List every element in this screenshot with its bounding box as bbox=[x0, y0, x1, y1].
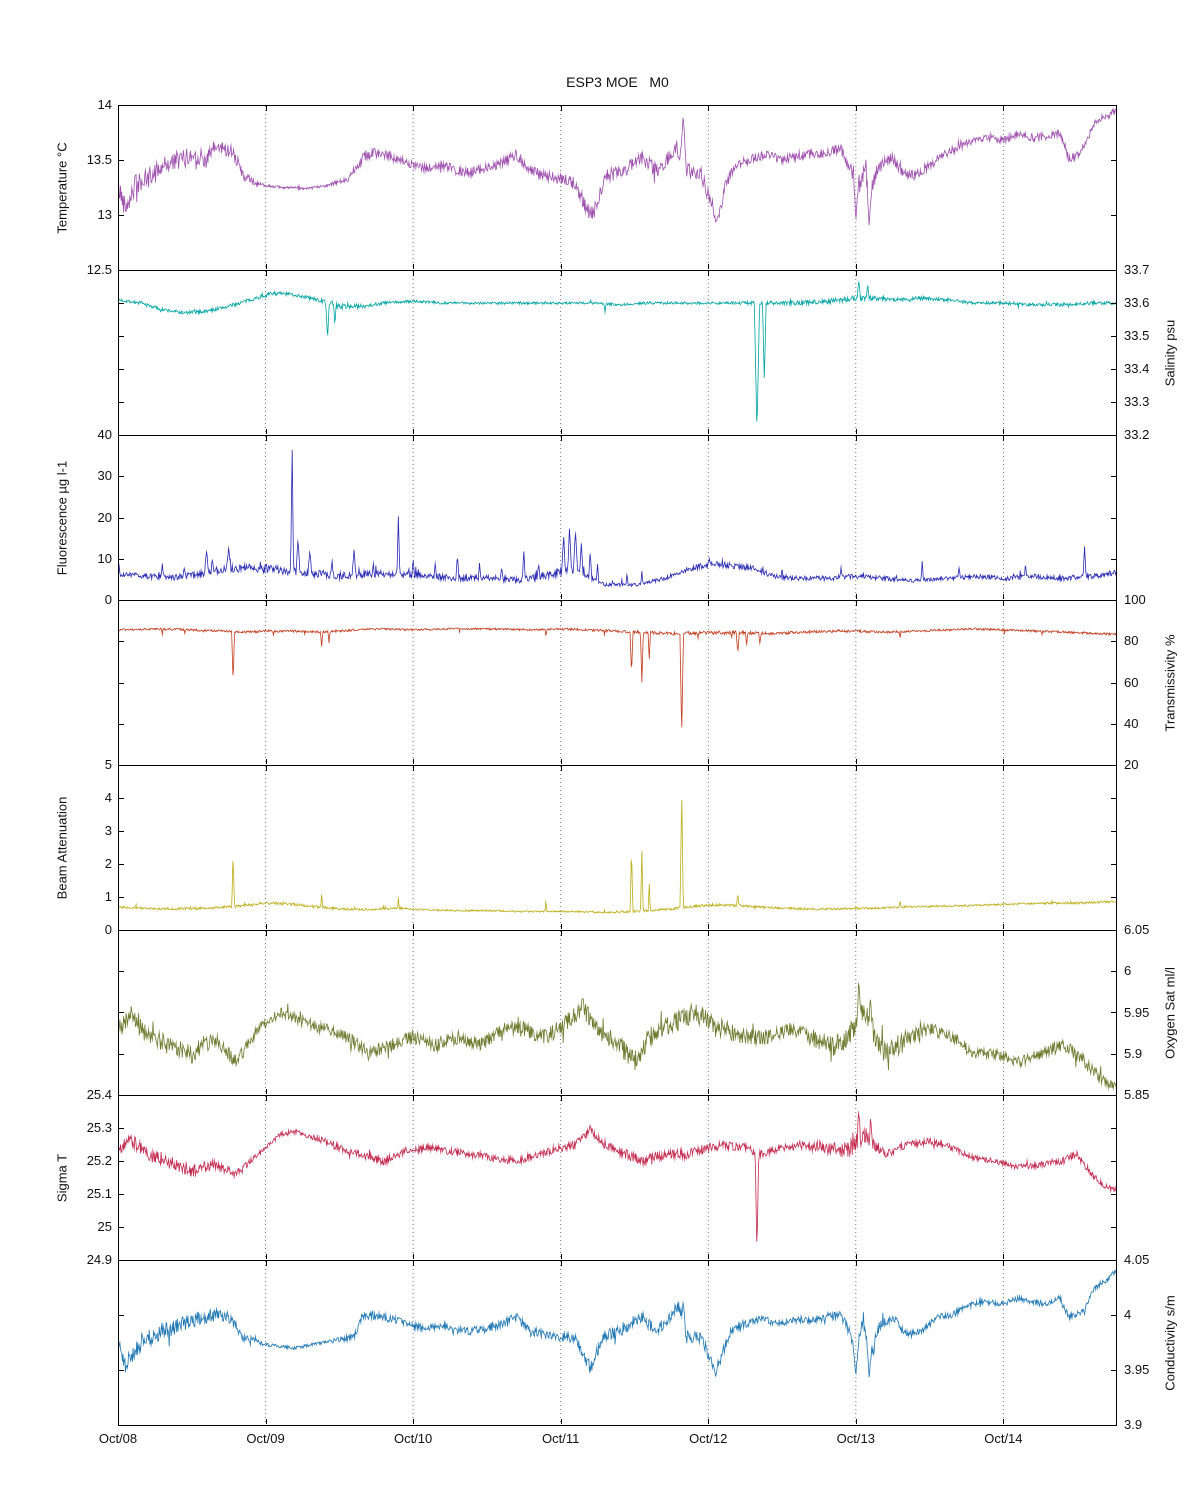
y-tick-label-salinity: 33.6 bbox=[1124, 295, 1150, 310]
x-tick-label: Oct/12 bbox=[689, 1431, 728, 1446]
y-tick-label-transmissivity: 40 bbox=[1124, 715, 1139, 731]
y-tick-label-oxygen-sat: 5.95 bbox=[1124, 1004, 1150, 1020]
y-axis-label-fluorescence: Fluorescence µg l-1 bbox=[54, 460, 70, 575]
y-tick-label-temperature: 13 bbox=[97, 207, 112, 222]
y-tick-label-transmissivity: 100 bbox=[1124, 592, 1146, 607]
y-tick-label-sigma-t: 25 bbox=[97, 1219, 112, 1234]
y-axis-label-temperature: Temperature °C bbox=[54, 141, 70, 234]
y-tick-label-sigma-t: 25.3 bbox=[86, 1120, 112, 1135]
y-tick-label-transmissivity: 60 bbox=[1124, 674, 1139, 690]
y-tick-label-beam-attenuation: 1 bbox=[104, 889, 112, 904]
x-tick-label: Oct/09 bbox=[246, 1431, 285, 1446]
y-tick-label-salinity: 33.5 bbox=[1124, 328, 1150, 343]
x-tick-label: Oct/13 bbox=[836, 1431, 875, 1446]
y-tick-label-fluorescence: 30 bbox=[97, 468, 112, 484]
y-tick-label-conductivity: 4 bbox=[1124, 1307, 1132, 1322]
y-axis-label-conductivity: Conductivity s/m bbox=[1162, 1294, 1178, 1391]
y-tick-label-conductivity: 3.95 bbox=[1124, 1362, 1150, 1377]
y-tick-label-salinity: 33.2 bbox=[1124, 427, 1150, 442]
y-tick-label-conductivity: 4.05 bbox=[1124, 1252, 1150, 1267]
y-tick-label-temperature: 12.5 bbox=[86, 262, 112, 277]
y-tick-label-salinity: 33.7 bbox=[1124, 262, 1150, 277]
y-tick-label-fluorescence: 0 bbox=[104, 592, 112, 607]
y-tick-label-transmissivity: 80 bbox=[1124, 633, 1139, 649]
y-tick-label-conductivity: 3.9 bbox=[1124, 1417, 1143, 1432]
y-tick-label-transmissivity: 20 bbox=[1124, 757, 1139, 772]
y-tick-label-temperature: 13.5 bbox=[86, 152, 112, 167]
y-axis-label-transmissivity: Transmissivity % bbox=[1162, 633, 1178, 732]
y-tick-label-sigma-t: 25.4 bbox=[86, 1087, 112, 1102]
y-tick-label-oxygen-sat: 6 bbox=[1124, 963, 1132, 979]
y-axis-label-salinity: Salinity psu bbox=[1162, 319, 1178, 386]
y-tick-label-sigma-t: 24.9 bbox=[86, 1252, 112, 1267]
y-tick-label-temperature: 14 bbox=[97, 97, 112, 112]
x-tick-label: Oct/11 bbox=[542, 1431, 580, 1446]
y-axis-label-sigma-t: Sigma T bbox=[54, 1153, 70, 1202]
y-tick-label-sigma-t: 25.2 bbox=[86, 1153, 112, 1168]
y-tick-label-salinity: 33.3 bbox=[1124, 394, 1150, 409]
y-tick-label-oxygen-sat: 5.85 bbox=[1124, 1087, 1150, 1102]
y-tick-label-salinity: 33.4 bbox=[1124, 361, 1150, 376]
y-tick-label-oxygen-sat: 6.05 bbox=[1124, 922, 1150, 937]
y-tick-label-beam-attenuation: 5 bbox=[104, 757, 112, 772]
chart-title: ESP3 MOE M0 bbox=[566, 74, 669, 90]
y-tick-label-fluorescence: 20 bbox=[97, 509, 112, 525]
y-tick-label-fluorescence: 10 bbox=[97, 550, 112, 566]
y-tick-label-beam-attenuation: 0 bbox=[104, 922, 112, 937]
y-tick-label-beam-attenuation: 4 bbox=[104, 790, 112, 805]
y-tick-label-fluorescence: 40 bbox=[97, 427, 112, 442]
x-tick-label: Oct/08 bbox=[98, 1431, 138, 1446]
y-tick-label-beam-attenuation: 3 bbox=[104, 823, 112, 838]
y-tick-label-sigma-t: 25.1 bbox=[86, 1186, 112, 1201]
x-tick-label: Oct/10 bbox=[393, 1431, 433, 1446]
y-axis-label-beam-attenuation: Beam Attenuation bbox=[54, 796, 70, 899]
x-tick-label: Oct/14 bbox=[984, 1431, 1023, 1446]
y-axis-label-oxygen-sat: Oxygen Sat ml/l bbox=[1162, 966, 1178, 1059]
y-tick-label-oxygen-sat: 5.9 bbox=[1124, 1045, 1143, 1061]
y-tick-label-beam-attenuation: 2 bbox=[104, 856, 112, 871]
